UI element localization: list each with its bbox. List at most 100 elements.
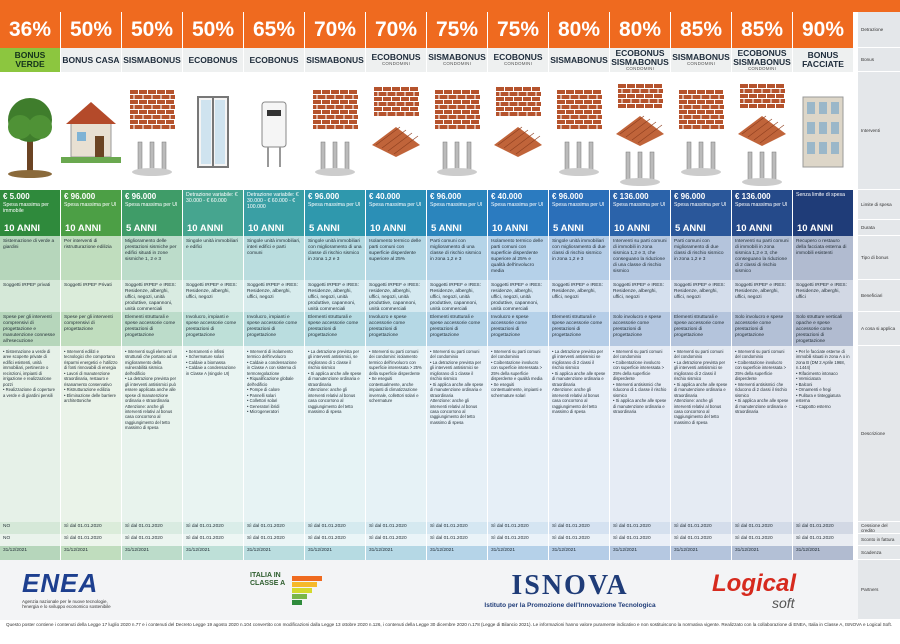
bonus-title: ECOBONUS [371,52,421,63]
applies-to: Spese per gli interventi comprensivi di … [0,312,61,346]
spending-limit: € 96.000 Spesa massima per UI [61,190,122,220]
discount-percent: 65% [244,12,305,48]
applies-to: Solo strutture verticali opache e spese … [793,312,854,346]
illustration-cell [122,72,183,190]
intervention-illustration [366,86,426,157]
applies-to: Involucro e spese accessorie come presta… [366,312,427,346]
limit-note: Spesa massima per UI [674,201,727,208]
duration: 5 ANNI [427,220,488,236]
limit-value: € 40.000 [491,192,523,201]
discount-percent: 80% [549,12,610,48]
illustration-cell [244,72,305,190]
applies-to: Involucro, impianti e spese accessorie c… [244,312,305,346]
beneficiaries: Soggetti IRPEF e IRES: Residenze, alberg… [122,280,183,312]
limit-note: Spesa massima per UI [735,201,788,208]
applies-to: Spese per gli interventi comprensivi di … [61,312,122,346]
duration: 10 ANNI [61,220,122,236]
illustration-cell [610,72,671,190]
beneficiaries: Soggetti IRPEF e IRES: Residenze, alberg… [549,280,610,312]
bonus-type: Miglioramento delle prestazioni sismiche… [122,236,183,280]
beneficiaries: Soggetti IRPEF e IRES: Residenze, alberg… [610,280,671,312]
beneficiaries: Soggetti IRPEF e IRES: Residenze, alberg… [732,280,793,312]
bonus-type: Isolamento termico delle parti comuni co… [366,236,427,280]
limit-value: € 96.000 [552,192,584,201]
invoice-discount: Sì dal 01.01.2020 [366,534,427,546]
spending-limit: Detrazione variabile: € 30.000 - € 60.00… [244,190,305,220]
energy-class-bars [292,576,322,605]
limit-value: € 5.000 [3,192,30,201]
applies-to: Solo involucro e spese accessorie come p… [732,312,793,346]
bonus-name: ECOBONUS CONDOMINI [488,48,549,72]
illustration-cell [305,72,366,190]
invoice-discount: NO [0,534,61,546]
credit-transfer: NO [0,522,61,534]
limit-value: € 40.000 [369,192,401,201]
description: • Interventi su parti comuni dei condomi… [366,346,427,522]
intervention-illustration [427,89,487,176]
row-label: Tipo di bonus [858,236,900,280]
illustration-cell [61,72,122,190]
credit-transfer: Sì dal 01.01.2020 [61,522,122,534]
duration: 5 ANNI [671,220,732,236]
applies-to: Involucro e spese accessorie come presta… [488,312,549,346]
bonus-subtitle: CONDOMINI [686,61,716,67]
illustration-cell [671,72,732,190]
discount-percent: 36% [0,12,61,48]
spending-limit: € 96.000 Spesa massima per UI [427,190,488,220]
duration: 10 ANNI [183,220,244,236]
bonus-name: ECOBONUS SISMABONUS CONDOMINI [732,48,793,72]
bonus-subtitle: CONDOMINI [381,61,411,67]
bonus-name: SISMABONUS CONDOMINI [671,48,732,72]
deadline: 31/12/2021 [366,546,427,560]
discount-percent: 90% [793,12,854,48]
deadline: 31/12/2021 [488,546,549,560]
intervention-illustration [305,89,365,176]
limit-value: Senza limite di spesa [796,192,846,198]
bonus-type: Interventi su parti comuni di immobili i… [610,236,671,280]
beneficiaries: Soggetti IRPEF e IRES: residenze, alberg… [488,280,549,312]
intervention-illustration [732,83,792,186]
limit-value: € 96.000 [64,192,96,201]
description: • Interventi sugli elementi strutturali … [122,346,183,522]
duration: 10 ANNI [244,220,305,236]
discount-percent: 50% [61,12,122,48]
credit-transfer: Sì dal 01.01.2020 [549,522,610,534]
description: • Sistemazione a verde di aree scoperte … [0,346,61,522]
enea-note: Agenzia nazionale per le nuove tecnologi… [22,599,111,609]
duration: 10 ANNI [366,220,427,236]
intervention-illustration [197,96,229,168]
bonus-name: ECOBONUS [183,48,244,72]
limit-value: € 136.000 [613,192,649,201]
spending-limit: € 96.000 Spesa massima per UI [122,190,183,220]
bonus-type: Singole unità immobiliari, interi edific… [244,236,305,280]
intervention-illustration [610,83,670,186]
invoice-discount: Sì dal 01.01.2020 [610,534,671,546]
bonus-type: Parti comuni con miglioramento di una cl… [427,236,488,280]
bonus-subtitle: CONDOMINI [625,65,655,71]
credit-transfer: Sì dal 01.01.2020 [366,522,427,534]
deadline: 31/12/2021 [671,546,732,560]
description: • Interventi su parti comuni del condomi… [671,346,732,522]
limit-note: Spesa massima per immobile [3,201,49,214]
bonus-type: Per interventi di ristrutturazione edili… [61,236,122,280]
logical-soft: soft [772,595,795,611]
limit-note: Spesa massima per UI [64,201,117,208]
intervention-illustration [122,89,182,176]
applies-to: Elementi strutturali e spese accessorie … [427,312,488,346]
invoice-discount: Sì dal 01.01.2020 [122,534,183,546]
applies-to: Elementi strutturali e spese accessorie … [671,312,732,346]
description: • La detrazione prevista per gli interve… [549,346,610,522]
credit-transfer: Sì dal 01.01.2020 [122,522,183,534]
description: • Interventi su parti comuni del condomi… [488,346,549,522]
discount-percent: 50% [122,12,183,48]
deadline: 31/12/2021 [793,546,854,560]
limit-note: Spesa massima per UI [552,201,605,208]
limit-note: Spesa massima per UI [369,201,422,208]
spending-limit: € 136.000 Spesa massima per UI [610,190,671,220]
bonus-name: ECOBONUS CONDOMINI [366,48,427,72]
duration: 5 ANNI [122,220,183,236]
spending-limit: € 40.000 Spesa massima per UI [366,190,427,220]
duration: 10 ANNI [488,220,549,236]
top-strip [0,0,900,12]
beneficiaries: Soggetti IRPEF e IRES: Residenze, alberg… [305,280,366,312]
